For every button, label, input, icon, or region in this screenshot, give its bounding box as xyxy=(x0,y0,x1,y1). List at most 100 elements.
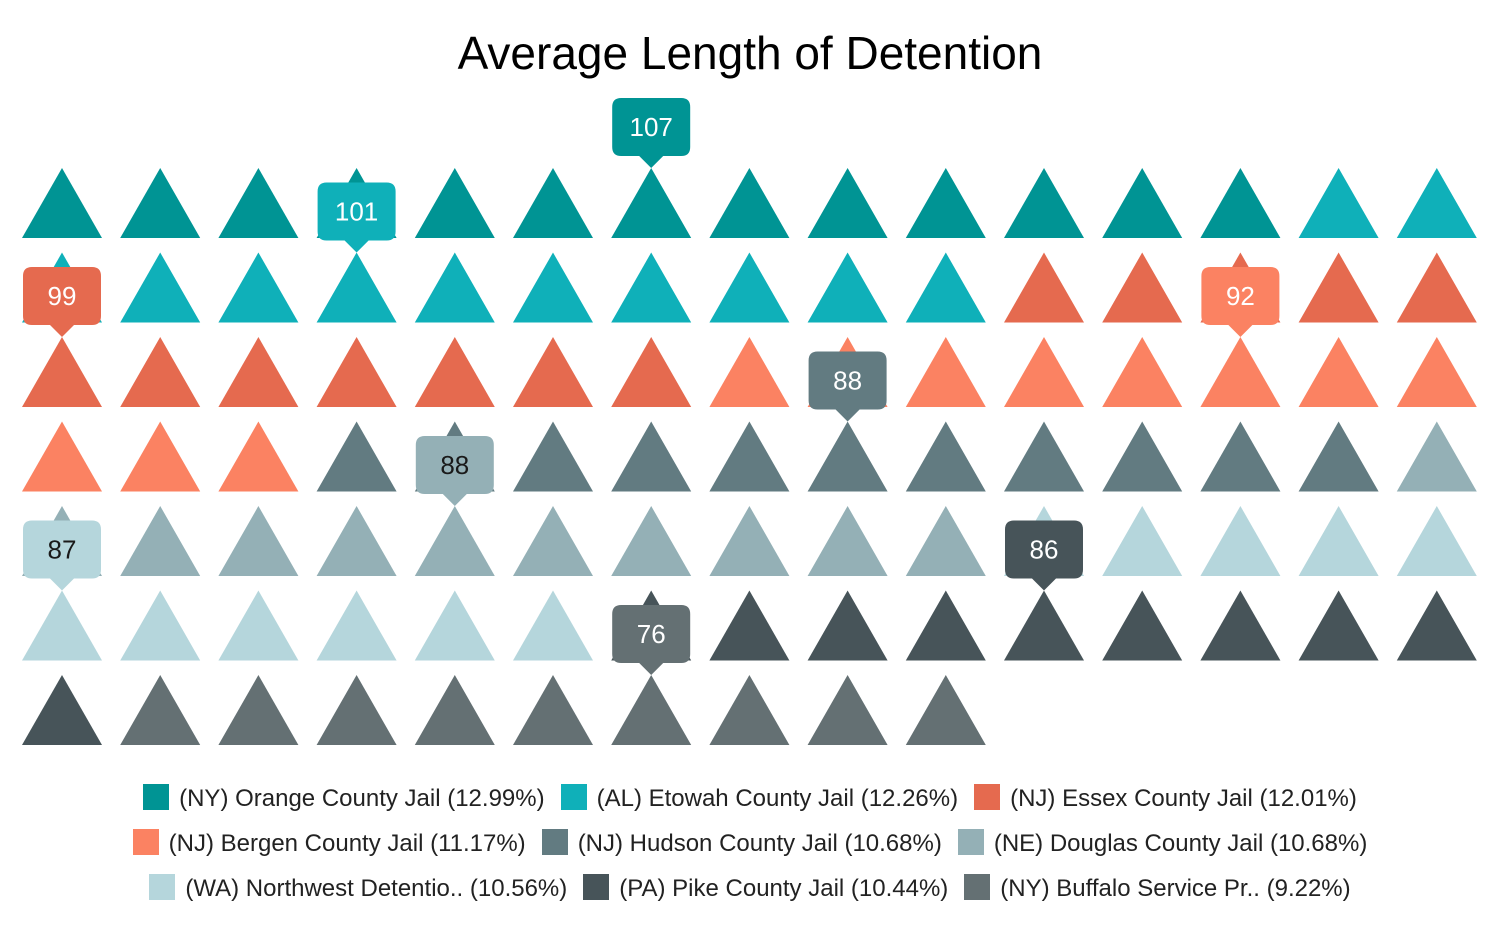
value-tooltip: 107 xyxy=(612,98,691,168)
triangle-icon xyxy=(218,421,299,492)
triangle-icon xyxy=(611,506,692,576)
triangle-icon xyxy=(218,506,299,576)
triangle-icon xyxy=(905,421,986,492)
triangle-icon xyxy=(1396,337,1477,407)
value-tooltip: 76 xyxy=(612,605,691,675)
tooltip-box xyxy=(808,351,887,422)
data-label: 99 xyxy=(48,281,77,311)
triangle-icon xyxy=(1004,337,1084,407)
triangle-icon xyxy=(316,590,397,661)
triangle-icon xyxy=(611,421,692,492)
triangle-icon xyxy=(1200,168,1281,238)
legend-item: (NY) Orange County Jail (12.99%) xyxy=(143,784,545,813)
legend-swatch xyxy=(560,784,587,810)
triangle-icon xyxy=(316,252,397,323)
triangle-icon xyxy=(1102,421,1183,492)
legend-label: (NJ) Essex County Jail (12.01%) xyxy=(1010,785,1357,812)
triangle-icon xyxy=(1396,168,1477,238)
triangle-icon xyxy=(1102,506,1183,576)
triangle-icon xyxy=(22,590,102,661)
triangle-icon xyxy=(316,506,397,576)
triangle-icon xyxy=(414,675,495,745)
tooltip-box xyxy=(1005,520,1083,591)
triangle-icon xyxy=(218,590,299,661)
tooltip-box xyxy=(317,182,396,253)
triangle-icon xyxy=(316,421,397,492)
tooltip-box xyxy=(612,605,691,675)
triangle-icon xyxy=(120,675,201,745)
triangle-icon xyxy=(1298,590,1379,661)
value-tooltip: 88 xyxy=(808,351,887,422)
triangle-icon xyxy=(218,252,299,323)
triangle-icon xyxy=(120,252,201,323)
triangle-icon xyxy=(1200,590,1281,661)
legend-swatch xyxy=(143,784,170,810)
triangle-icon xyxy=(905,506,986,576)
data-label: 76 xyxy=(637,619,666,649)
triangle-icon xyxy=(513,337,593,407)
value-tooltip: 86 xyxy=(1005,520,1083,591)
triangle-icon xyxy=(709,590,790,661)
triangle-icon xyxy=(1396,590,1477,661)
triangle-icon xyxy=(22,421,102,492)
triangle-icon xyxy=(905,168,986,238)
value-tooltip: 88 xyxy=(415,436,494,506)
triangle-icon xyxy=(611,337,692,407)
triangle-icon xyxy=(905,337,986,407)
triangle-icon xyxy=(414,168,495,238)
legend-item: (NJ) Hudson County Jail (10.68%) xyxy=(541,829,942,858)
triangle-icon xyxy=(807,252,888,323)
triangle-icon xyxy=(120,337,201,407)
triangle-icon xyxy=(513,675,593,745)
triangle-icon xyxy=(316,337,397,407)
triangle-icon xyxy=(513,506,593,576)
triangle-icon xyxy=(1200,421,1281,492)
legend-swatch xyxy=(964,874,991,900)
triangle-icon xyxy=(1004,421,1084,492)
triangle-icon xyxy=(1102,590,1183,661)
legend-swatch xyxy=(957,829,984,855)
legend-row-3: (WA) Northwest Detentio.. (10.56%) (PA) P… xyxy=(0,874,1500,903)
triangle-icon xyxy=(807,506,888,576)
data-label: 87 xyxy=(48,535,77,565)
triangle-icon xyxy=(611,252,692,323)
legend-swatch xyxy=(583,874,610,900)
chart-title: Average Length of Detention xyxy=(457,27,1043,79)
triangle-icon xyxy=(22,337,102,407)
triangle-icon xyxy=(218,675,299,745)
triangle-icon xyxy=(611,675,692,745)
data-label: 88 xyxy=(833,366,862,396)
data-label: 86 xyxy=(1030,535,1059,565)
legend-label: (PA) Pike County Jail (10.44%) xyxy=(619,875,949,902)
tooltip-box xyxy=(415,436,494,506)
triangle-icon xyxy=(1298,252,1379,323)
triangle-icon xyxy=(709,506,790,576)
triangle-icon xyxy=(513,252,593,323)
value-tooltip: 99 xyxy=(23,267,101,337)
value-tooltip: 87 xyxy=(23,520,101,591)
legend-swatch xyxy=(541,829,568,855)
triangle-icon xyxy=(905,675,986,745)
triangle-icon xyxy=(22,168,102,238)
triangle-icon xyxy=(513,421,593,492)
data-label: 92 xyxy=(1226,281,1255,311)
legend-label: (NY) Orange County Jail (12.99%) xyxy=(179,785,545,812)
data-label: 88 xyxy=(440,450,469,480)
legend-row-1: (NY) Orange County Jail (12.99%) (AL) Eto… xyxy=(0,784,1500,813)
triangle-icon xyxy=(807,168,888,238)
legend-swatch xyxy=(974,784,1001,810)
triangle-icon xyxy=(414,252,495,323)
triangle-icon xyxy=(22,675,102,745)
triangle-icon xyxy=(1298,421,1379,492)
pictogram-chart: 107 101 99 92 88 88 87 86 76 xyxy=(22,98,1477,745)
triangle-icon xyxy=(1102,337,1183,407)
triangle-icon xyxy=(905,252,986,323)
triangle-icon xyxy=(709,337,790,407)
triangle-icon xyxy=(709,252,790,323)
triangle-icon xyxy=(1102,168,1183,238)
triangle-icon xyxy=(1298,337,1379,407)
legend-label: (NE) Douglas County Jail (10.68%) xyxy=(993,830,1368,857)
triangle-icon xyxy=(513,168,593,238)
tooltip-box xyxy=(612,98,691,168)
triangle-icon xyxy=(709,675,790,745)
